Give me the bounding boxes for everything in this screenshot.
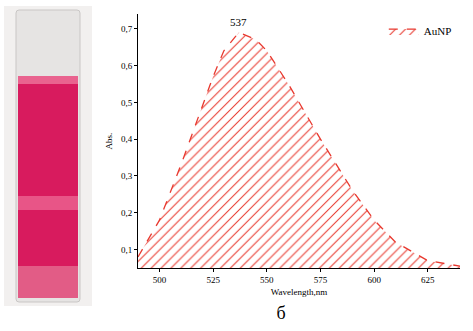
svg-text:0,7: 0,7 [121, 24, 133, 34]
svg-text:0,1: 0,1 [121, 245, 132, 255]
svg-text:Wavelength,nm: Wavelength,nm [271, 287, 328, 297]
svg-text:525: 525 [206, 275, 220, 285]
svg-text:0,3: 0,3 [121, 171, 133, 181]
svg-text:0,6: 0,6 [121, 61, 133, 71]
svg-text:0,2: 0,2 [121, 208, 132, 218]
svg-text:0,5: 0,5 [121, 98, 133, 108]
svg-text:500: 500 [153, 275, 167, 285]
svg-text:AuNP: AuNP [424, 25, 452, 37]
svg-text:550: 550 [260, 275, 274, 285]
svg-text:Abs.: Abs. [104, 133, 114, 150]
html-text:б: б [276, 303, 286, 323]
svg-text:0,4: 0,4 [121, 134, 133, 144]
svg-text:625: 625 [421, 275, 435, 285]
svg-text:575: 575 [314, 275, 328, 285]
svg-text:600: 600 [367, 275, 381, 285]
svg-text:537: 537 [230, 16, 247, 28]
